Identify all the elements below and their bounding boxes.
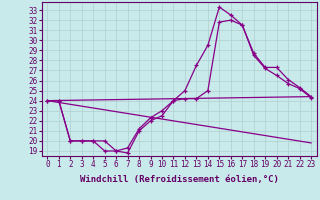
X-axis label: Windchill (Refroidissement éolien,°C): Windchill (Refroidissement éolien,°C) bbox=[80, 175, 279, 184]
